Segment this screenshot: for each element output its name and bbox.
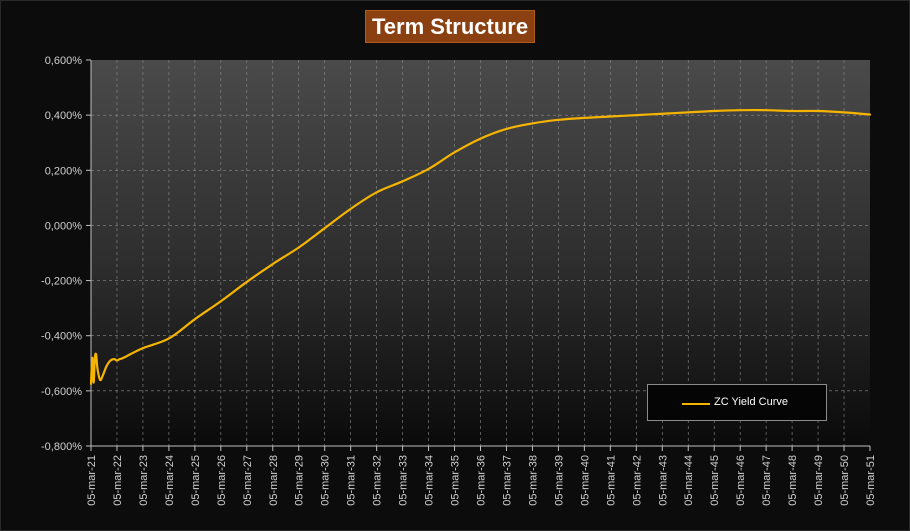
y-tick-label: 0,400% [45,110,83,122]
x-tick-label: 05-mar-35 [450,455,462,506]
x-tick-label: 05-mar-25 [190,455,202,506]
x-tick-label: 05-mar-22 [112,455,124,506]
y-tick-label: -0,600% [41,386,82,398]
x-tick-label: 05-mar-31 [346,455,358,506]
legend-swatch [682,403,710,405]
x-tick-label: 05-mar-28 [268,455,280,506]
x-tick-label: 05-mar-34 [424,455,436,506]
x-tick-label: 05-mar-23 [138,455,150,506]
x-tick-label: 05-mar-47 [761,455,773,506]
x-tick-label: 05-mar-48 [787,455,799,506]
y-tick-label: 0,200% [45,165,83,177]
y-tick-label: -0,200% [41,276,82,288]
x-tick-label: 05-mar-33 [398,455,410,506]
x-tick-label: 05-mar-46 [735,455,747,506]
x-tick-label: 05-mar-49 [813,455,825,506]
x-tick-label: 05-mar-27 [242,455,254,506]
y-tick-label: 0,600% [45,55,83,67]
x-tick-label: 05-mar-29 [294,455,306,506]
x-tick-label: 05-mar-44 [683,455,695,506]
x-tick-label: 05-mar-39 [553,455,565,506]
chart-title: Term Structure [365,10,536,43]
x-tick-label: 05-mar-26 [216,455,228,506]
series-layer [89,108,872,386]
x-tick-label: 05-mar-21 [86,455,98,506]
x-tick-label: 05-mar-30 [320,455,332,506]
x-tick-label: 05-mar-50 [839,455,851,506]
x-tick-label: 05-mar-37 [501,455,513,506]
x-tick-label: 05-mar-43 [657,455,669,506]
x-tick-label: 05-mar-24 [164,455,176,506]
legend: ZC Yield Curve [647,384,827,421]
x-tick-label: 05-mar-38 [527,455,539,506]
x-tick-label: 05-mar-51 [865,455,877,506]
x-tick-label: 05-mar-40 [579,455,591,506]
x-tick-label: 05-mar-45 [709,455,721,506]
x-tick-label: 05-mar-32 [372,455,384,506]
x-tick-label: 05-mar-41 [605,455,617,506]
y-tick-label: 0,000% [45,220,83,232]
x-tick-label: 05-mar-42 [631,455,643,506]
y-tick-label: -0,400% [41,331,82,343]
y-tick-label: -0,800% [41,441,82,453]
legend-entry-zc-yield-curve: ZC Yield Curve [714,396,788,408]
y-axis-ticks: -0,800% -0,600% -0,400% -0,200% 0,000% 0,200%… [41,55,82,453]
series-line-zc-yield-curve [89,108,872,386]
x-tick-label: 05-mar-36 [476,455,488,506]
x-axis-ticks: 05-mar-21 05-mar-22 05-mar-23 05-mar-24 05-m… [86,455,877,506]
